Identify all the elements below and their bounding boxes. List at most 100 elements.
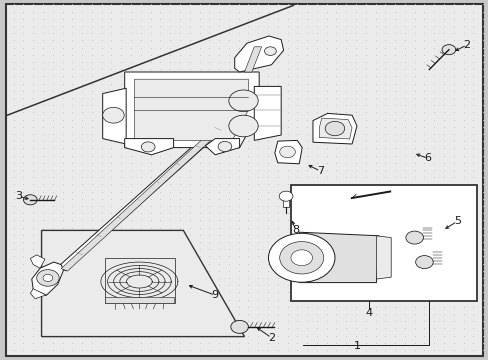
Point bbox=[293, 66, 301, 72]
Point bbox=[468, 66, 476, 72]
Point bbox=[137, 275, 144, 281]
Point bbox=[68, 73, 76, 79]
Point bbox=[195, 325, 203, 331]
Point bbox=[303, 45, 310, 50]
Point bbox=[371, 275, 379, 281]
Point bbox=[429, 297, 437, 302]
Point bbox=[322, 23, 330, 29]
Point bbox=[459, 73, 467, 79]
Point bbox=[254, 297, 262, 302]
Point bbox=[205, 16, 213, 22]
Point bbox=[117, 73, 125, 79]
Point bbox=[381, 117, 388, 122]
Point bbox=[361, 131, 369, 137]
Point bbox=[244, 145, 252, 151]
Point bbox=[468, 138, 476, 144]
Point bbox=[137, 138, 144, 144]
Point bbox=[156, 189, 164, 194]
Point bbox=[234, 181, 242, 187]
Point bbox=[264, 59, 271, 65]
Point bbox=[244, 73, 252, 79]
Point bbox=[68, 66, 76, 72]
Point bbox=[107, 30, 115, 36]
Point bbox=[137, 196, 144, 202]
Point bbox=[88, 217, 96, 223]
Point bbox=[371, 95, 379, 101]
Point bbox=[439, 246, 447, 252]
Point bbox=[98, 145, 105, 151]
Point bbox=[371, 66, 379, 72]
Point bbox=[254, 174, 262, 180]
Point bbox=[303, 52, 310, 58]
Point bbox=[10, 45, 18, 50]
Point bbox=[264, 66, 271, 72]
Point bbox=[400, 88, 408, 94]
Point bbox=[410, 59, 418, 65]
Point bbox=[400, 59, 408, 65]
Point bbox=[146, 232, 154, 238]
Point bbox=[468, 45, 476, 50]
Point bbox=[78, 297, 86, 302]
Point bbox=[98, 52, 105, 58]
Point bbox=[478, 210, 486, 216]
Point bbox=[195, 45, 203, 50]
Point bbox=[322, 124, 330, 130]
Point bbox=[39, 304, 47, 310]
Point bbox=[166, 232, 174, 238]
Point bbox=[98, 225, 105, 230]
Point bbox=[381, 102, 388, 108]
Point bbox=[146, 88, 154, 94]
Polygon shape bbox=[30, 289, 46, 299]
Point bbox=[459, 340, 467, 346]
Point bbox=[117, 196, 125, 202]
Point bbox=[283, 225, 291, 230]
Point bbox=[254, 131, 262, 137]
Point bbox=[264, 196, 271, 202]
Point bbox=[459, 37, 467, 43]
Point bbox=[468, 181, 476, 187]
Point bbox=[39, 117, 47, 122]
Point bbox=[117, 88, 125, 94]
Point bbox=[371, 145, 379, 151]
Point bbox=[478, 289, 486, 295]
Point bbox=[205, 297, 213, 302]
Point bbox=[429, 217, 437, 223]
Point bbox=[449, 160, 457, 166]
Point bbox=[224, 189, 232, 194]
Point bbox=[361, 37, 369, 43]
Point bbox=[185, 138, 193, 144]
Point bbox=[39, 102, 47, 108]
Point bbox=[78, 1, 86, 7]
Point bbox=[420, 261, 427, 266]
Point bbox=[478, 268, 486, 274]
Point bbox=[342, 340, 349, 346]
Point bbox=[371, 1, 379, 7]
Point bbox=[234, 59, 242, 65]
Point bbox=[264, 289, 271, 295]
Point bbox=[264, 37, 271, 43]
Point bbox=[195, 73, 203, 79]
Point bbox=[254, 311, 262, 317]
Point bbox=[244, 239, 252, 245]
Point bbox=[449, 289, 457, 295]
Point bbox=[273, 23, 281, 29]
Point bbox=[224, 73, 232, 79]
Point bbox=[215, 109, 223, 115]
Point bbox=[342, 333, 349, 338]
Point bbox=[439, 268, 447, 274]
Point bbox=[185, 225, 193, 230]
Point bbox=[137, 239, 144, 245]
Point bbox=[429, 52, 437, 58]
Point bbox=[59, 246, 66, 252]
Polygon shape bbox=[282, 197, 289, 207]
Point bbox=[39, 253, 47, 259]
Point bbox=[117, 261, 125, 266]
Point bbox=[381, 109, 388, 115]
Point bbox=[39, 160, 47, 166]
Point bbox=[166, 239, 174, 245]
Point bbox=[468, 246, 476, 252]
Point bbox=[459, 318, 467, 324]
Point bbox=[283, 239, 291, 245]
Point bbox=[468, 253, 476, 259]
Point bbox=[264, 203, 271, 209]
